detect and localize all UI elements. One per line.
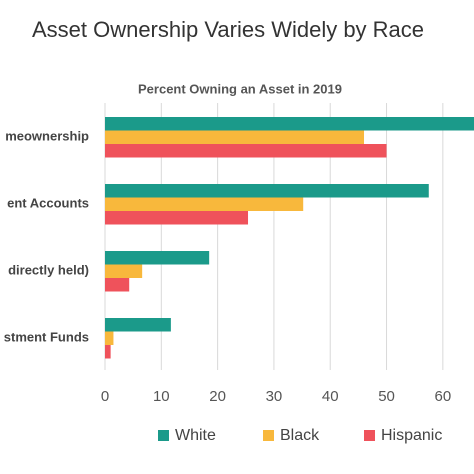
y-tick-label: directly held) (8, 263, 89, 278)
legend-swatch (158, 430, 169, 441)
chart-subtitle: Percent Owning an Asset in 2019 (138, 81, 342, 96)
bar (105, 345, 111, 359)
x-tick-label: 60 (435, 388, 452, 405)
legend-swatch (364, 430, 375, 441)
bar (105, 318, 171, 332)
bar (105, 184, 429, 198)
bar (105, 211, 249, 225)
y-tick-label: stment Funds (4, 330, 89, 345)
x-tick-label: 50 (378, 388, 395, 405)
x-tick-label: 30 (266, 388, 283, 405)
x-tick-label: 20 (209, 388, 226, 405)
legend-label: Black (280, 427, 320, 444)
x-tick-label: 40 (322, 388, 339, 405)
bar (105, 331, 114, 345)
legend-swatch (263, 430, 274, 441)
y-tick-label: meownership (5, 129, 89, 144)
legend-label: Hispanic (381, 427, 442, 444)
bar (105, 130, 365, 144)
bar (105, 278, 130, 292)
x-tick-label: 10 (153, 388, 170, 405)
x-tick-label: 0 (101, 388, 109, 405)
bar (105, 197, 304, 211)
bar (105, 144, 387, 158)
bar (105, 264, 143, 278)
chart-title: Asset Ownership Varies Widely by Race (32, 17, 424, 42)
legend-label: White (175, 427, 216, 444)
y-tick-label: ent Accounts (7, 196, 89, 211)
bar (105, 117, 474, 131)
bar (105, 251, 210, 265)
